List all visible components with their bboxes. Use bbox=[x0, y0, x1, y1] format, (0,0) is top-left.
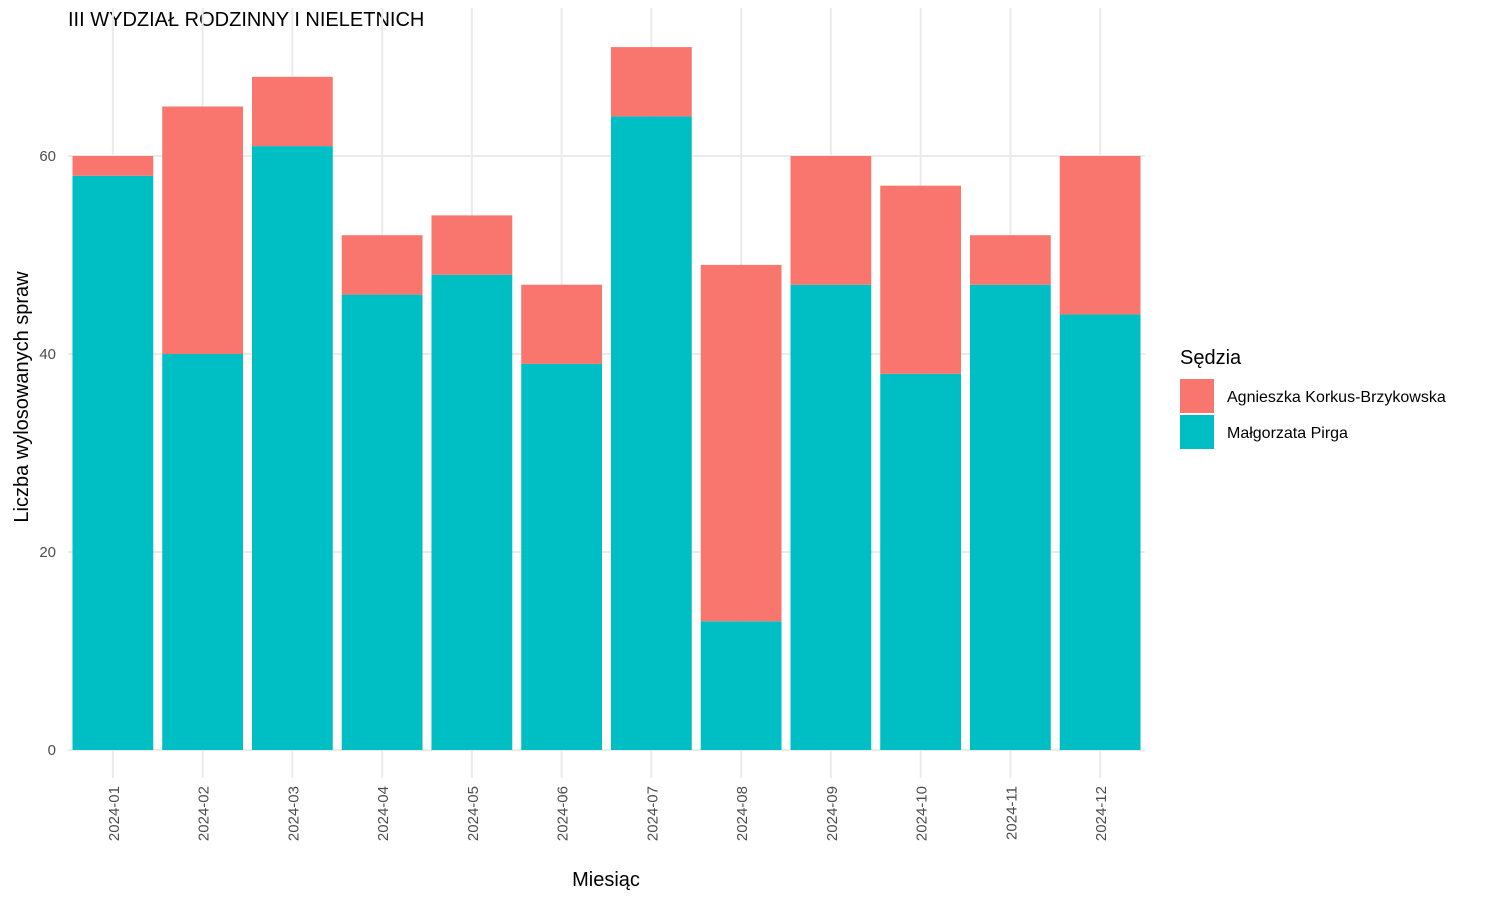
x-tick-label: 2024-10 bbox=[914, 786, 931, 841]
bar-segment-2024-09-s1 bbox=[790, 156, 872, 285]
x-tick-label: 2024-12 bbox=[1093, 786, 1110, 841]
y-tick-label: 0 bbox=[48, 742, 56, 759]
legend-key bbox=[1180, 379, 1214, 413]
x-tick-label: 2024-02 bbox=[196, 786, 213, 841]
x-tick-label: 2024-03 bbox=[285, 786, 302, 841]
legend: Sędzia Agnieszka Korkus-Brzykowska Małgor… bbox=[1180, 347, 1446, 449]
bar-segment-2024-07-s1 bbox=[610, 47, 692, 117]
bar-segment-2024-01-s0 bbox=[72, 175, 154, 751]
bar-segment-2024-04-s0 bbox=[341, 294, 423, 750]
y-tick-label: 40 bbox=[39, 346, 56, 363]
x-tick-label: 2024-05 bbox=[465, 786, 482, 841]
y-tick-label: 60 bbox=[39, 148, 56, 165]
legend-entry-label: Małgorzata Pirga bbox=[1227, 425, 1348, 442]
bar-segment-2024-05-s0 bbox=[431, 274, 513, 750]
bars bbox=[72, 47, 1141, 751]
bar-segment-2024-01-s1 bbox=[72, 156, 154, 176]
bar-segment-2024-11-s1 bbox=[969, 235, 1051, 285]
bar-segment-2024-07-s0 bbox=[610, 116, 692, 750]
bar-segment-2024-06-s0 bbox=[521, 363, 603, 750]
legend-key bbox=[1180, 415, 1214, 449]
bar-segment-2024-08-s1 bbox=[700, 264, 782, 622]
legend-title: Sędzia bbox=[1180, 347, 1242, 369]
bar-segment-2024-10-s0 bbox=[880, 373, 962, 750]
bar-segment-2024-12-s1 bbox=[1059, 156, 1141, 315]
chart-title: III WYDZIAŁ RODZINNY I NIELETNICH bbox=[68, 9, 424, 31]
x-axis-ticks: 2024-01 2024-02 2024-03 2024-04 2024-05 2024-… bbox=[106, 786, 1110, 841]
x-tick-label: 2024-01 bbox=[106, 786, 123, 841]
bar-segment-2024-02-s1 bbox=[162, 106, 244, 354]
x-tick-label: 2024-08 bbox=[734, 786, 751, 841]
x-tick-label: 2024-04 bbox=[375, 786, 392, 841]
x-tick-label: 2024-09 bbox=[824, 786, 841, 841]
bar-segment-2024-05-s1 bbox=[431, 215, 513, 275]
legend-entry-label: Agnieszka Korkus-Brzykowska bbox=[1227, 389, 1446, 406]
x-tick-label: 2024-11 bbox=[1003, 786, 1020, 840]
bar-segment-2024-11-s0 bbox=[969, 284, 1051, 750]
bar-segment-2024-12-s0 bbox=[1059, 314, 1141, 750]
x-tick-label: 2024-07 bbox=[644, 786, 661, 841]
x-tick-label: 2024-06 bbox=[555, 786, 572, 841]
y-tick-label: 20 bbox=[39, 544, 56, 561]
y-axis-title: Liczba wylosowanych spraw bbox=[11, 271, 33, 523]
bar-segment-2024-03-s1 bbox=[251, 76, 333, 147]
bar-segment-2024-04-s1 bbox=[341, 235, 423, 295]
bar-segment-2024-02-s0 bbox=[162, 354, 244, 750]
bar-segment-2024-10-s1 bbox=[880, 185, 962, 374]
legend-entries: Agnieszka Korkus-Brzykowska Małgorzata Pi… bbox=[1180, 379, 1446, 449]
x-axis-title: Miesiąc bbox=[572, 869, 640, 891]
bar-segment-2024-03-s0 bbox=[251, 146, 333, 751]
bar-segment-2024-09-s0 bbox=[790, 284, 872, 750]
bar-segment-2024-08-s0 bbox=[700, 621, 782, 750]
y-axis-ticks: 0 20 40 60 bbox=[39, 148, 56, 759]
bar-segment-2024-06-s1 bbox=[521, 284, 603, 364]
